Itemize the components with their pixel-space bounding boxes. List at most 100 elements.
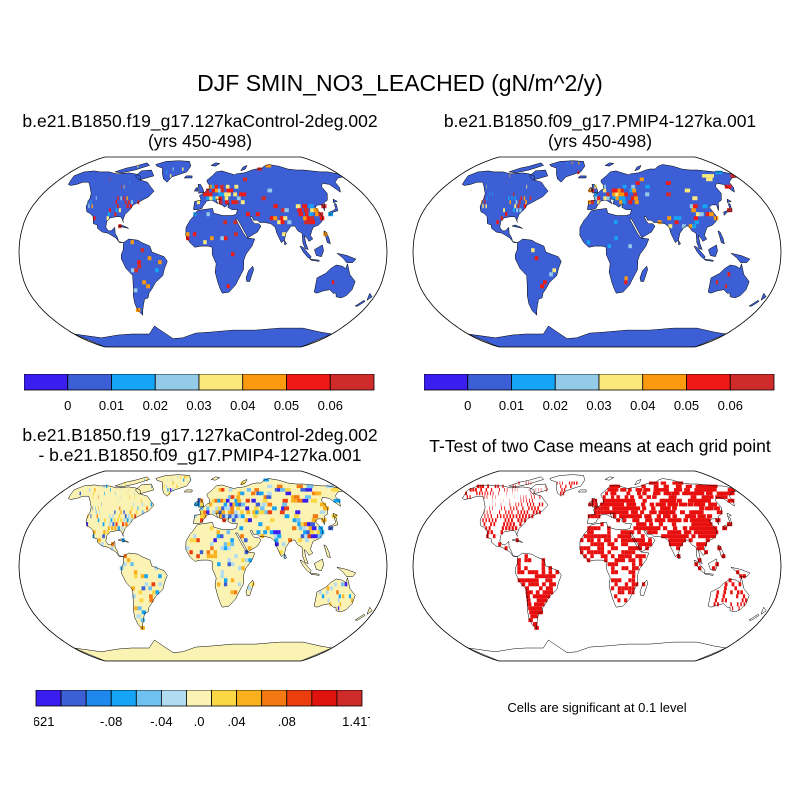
grid-cell bbox=[663, 488, 669, 492]
grid-cell bbox=[514, 196, 516, 201]
grid-cell bbox=[715, 280, 719, 285]
grid-cell bbox=[644, 514, 649, 519]
grid-cell bbox=[151, 484, 152, 489]
grid-cell bbox=[523, 196, 526, 201]
grid-cell bbox=[203, 192, 207, 197]
grid-cell bbox=[264, 510, 269, 515]
grid-cell bbox=[240, 510, 244, 515]
grid-cell bbox=[714, 506, 720, 511]
grid-cell bbox=[607, 530, 611, 535]
grid-cell bbox=[295, 510, 301, 515]
grid-cell bbox=[485, 204, 487, 209]
grid-cell bbox=[692, 196, 698, 201]
grid-cell bbox=[523, 510, 526, 515]
grid-cell bbox=[96, 514, 98, 519]
grid-cell bbox=[491, 518, 494, 523]
grid-cell bbox=[549, 590, 554, 595]
grid-cell bbox=[527, 502, 529, 507]
grid-cell bbox=[615, 196, 620, 201]
grid-cell bbox=[678, 502, 685, 507]
grid-cell bbox=[535, 610, 540, 615]
colorbar-box bbox=[598, 374, 644, 391]
grid-cell bbox=[656, 526, 661, 531]
coastline-java bbox=[703, 258, 714, 262]
grid-cell bbox=[183, 478, 185, 482]
coastline-antarctica bbox=[468, 325, 727, 347]
grid-cell bbox=[674, 220, 679, 225]
grid-cell bbox=[651, 506, 656, 511]
coastline-borneo bbox=[314, 244, 324, 257]
grid-cell bbox=[730, 174, 738, 178]
grid-cell bbox=[635, 566, 639, 571]
grid-cell bbox=[193, 514, 197, 519]
grid-cell bbox=[489, 506, 490, 511]
grid-cell bbox=[597, 534, 601, 539]
grid-cell bbox=[624, 276, 628, 281]
grid-cell bbox=[338, 594, 341, 599]
land-canadian-arctic-islands bbox=[508, 162, 544, 173]
grid-cell bbox=[630, 196, 635, 201]
coastline-svalbard bbox=[210, 476, 221, 481]
grid-cell bbox=[319, 590, 322, 595]
grid-cell bbox=[635, 554, 639, 559]
grid-cell bbox=[619, 498, 624, 503]
grid-cell bbox=[483, 495, 485, 499]
grid-cell bbox=[660, 481, 667, 485]
grid-cell bbox=[311, 526, 317, 531]
grid-cell bbox=[348, 594, 352, 599]
grid-cell bbox=[667, 530, 672, 535]
grid-cell bbox=[594, 510, 598, 515]
grid-cell bbox=[624, 554, 629, 559]
grid-cell bbox=[499, 510, 501, 515]
grid-cell bbox=[707, 174, 714, 178]
grid-cell bbox=[513, 192, 515, 197]
grid-cell bbox=[220, 188, 225, 193]
grid-cell bbox=[610, 491, 614, 496]
grid-cell bbox=[342, 594, 345, 599]
coastline-australia bbox=[707, 262, 750, 299]
grid-cell bbox=[538, 502, 541, 507]
grid-cell bbox=[615, 506, 619, 511]
coastline-ireland bbox=[587, 501, 593, 506]
grid-cell bbox=[602, 184, 606, 189]
grid-cell bbox=[645, 542, 649, 547]
grid-cell bbox=[649, 510, 654, 515]
grid-cell bbox=[625, 498, 630, 503]
coastline-sri-lanka bbox=[284, 239, 287, 246]
grid-cell bbox=[310, 208, 315, 213]
grid-cell bbox=[631, 538, 635, 543]
grid-cell bbox=[715, 495, 722, 499]
coastline-svalbard bbox=[604, 162, 615, 167]
grid-cell bbox=[263, 478, 269, 482]
grid-cell bbox=[265, 164, 272, 168]
grid-cell bbox=[234, 232, 238, 237]
grid-cell bbox=[628, 244, 632, 249]
grid-cell bbox=[208, 184, 212, 189]
coastline-baffin-island bbox=[529, 169, 549, 181]
grid-cell bbox=[711, 566, 716, 571]
grid-cell bbox=[114, 526, 117, 531]
grid-cell bbox=[502, 484, 504, 489]
grid-cell bbox=[126, 204, 129, 209]
grid-cell bbox=[700, 546, 704, 551]
coastline-canadian-arctic-islands bbox=[114, 476, 151, 488]
grid-cell bbox=[485, 526, 488, 531]
grid-cell bbox=[698, 491, 705, 496]
grid-cell bbox=[670, 502, 676, 507]
grid-cell bbox=[638, 495, 643, 499]
grid-cell bbox=[717, 602, 719, 607]
grid-cell bbox=[528, 582, 533, 587]
grid-cell bbox=[736, 570, 740, 575]
grid-cell bbox=[130, 268, 135, 273]
grid-cell bbox=[500, 514, 502, 519]
grid-cell bbox=[631, 514, 636, 519]
grid-cell bbox=[292, 518, 298, 523]
grid-cell bbox=[692, 224, 697, 229]
grid-cell bbox=[641, 484, 646, 489]
coastline-sri-lanka bbox=[284, 553, 287, 560]
grid-cell bbox=[614, 502, 619, 507]
grid-cell bbox=[615, 510, 620, 515]
grid-cell bbox=[587, 514, 591, 519]
grid-cell bbox=[642, 582, 646, 587]
grid-cell bbox=[664, 510, 670, 515]
